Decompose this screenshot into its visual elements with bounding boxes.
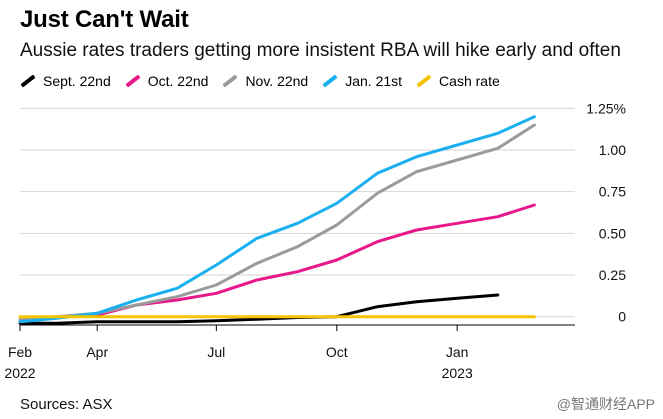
y-tick-label: 0.75 [599,184,626,200]
legend-item: Oct. 22nd [125,73,209,89]
x-tick-year-label: 2023 [442,365,473,381]
x-tick-label: Jan [446,344,469,360]
x-tick-label: Feb [8,344,32,360]
y-tick-label: 0.25 [599,267,626,283]
series-line-3 [18,115,536,324]
series-line-1 [18,203,536,322]
x-tick-label: Apr [86,344,108,360]
x-axis-labels: Feb 2022 Apr Jul Oct Jan 2023 [4,344,473,381]
legend-label: Sept. 22nd [43,73,111,89]
legend-label: Jan. 21st [345,73,403,89]
legend-item: Cash rate [416,73,500,89]
y-axis-labels: 0 0.25 0.50 0.75 1.00 1.25% [586,100,626,324]
chart-title: Just Can't Wait [20,6,189,33]
y-tick-label: 1.00 [599,142,626,158]
gridlines [20,107,575,318]
legend-item: Nov. 22nd [222,73,308,89]
series-lines [18,115,536,325]
legend-label: Oct. 22nd [147,73,209,89]
legend-item: Sept. 22nd [20,73,111,89]
x-axis [19,324,575,331]
legend-label: Nov. 22nd [245,73,309,89]
legend: Sept. 22nd Oct. 22nd Nov. 22nd Jan. 21st Cas… [20,72,514,90]
source-note: Sources: ASX [20,396,113,413]
y-tick-label: 0.50 [599,225,626,241]
y-tick-label: 0 [618,309,626,325]
legend-label: Cash rate [439,73,500,89]
x-tick-year-label: 2022 [4,365,35,381]
x-tick-label: Jul [207,344,225,360]
legend-item: Jan. 21st [322,73,402,89]
watermark: @智通财经APP [556,396,655,412]
y-tick-label: 1.25% [586,100,626,116]
series-line-0 [18,293,500,325]
x-tick-label: Oct [326,344,348,360]
chart-subtitle: Aussie rates traders getting more insist… [20,40,621,61]
